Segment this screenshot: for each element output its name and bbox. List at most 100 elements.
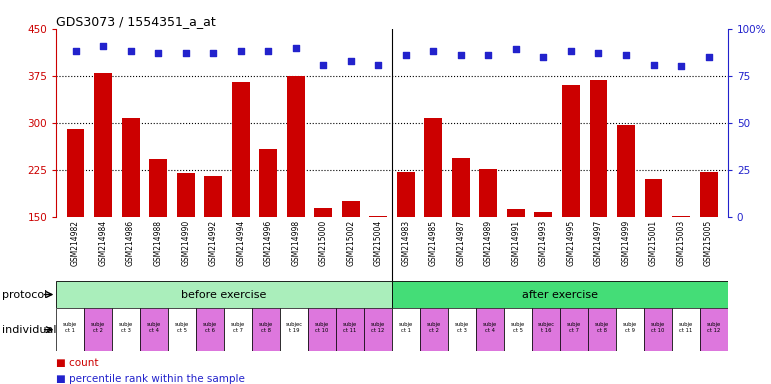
Text: GSM214991: GSM214991 [511, 220, 520, 266]
Bar [287, 76, 305, 311]
Point [372, 61, 385, 68]
Text: subje
ct 1: subje ct 1 [63, 322, 77, 333]
Bar [560, 308, 588, 351]
Text: GSM215002: GSM215002 [346, 220, 355, 266]
Text: GSM215003: GSM215003 [676, 220, 685, 266]
Bar [616, 308, 644, 351]
Text: GSM214983: GSM214983 [402, 220, 410, 266]
Text: subjec
t 16: subjec t 16 [537, 322, 554, 333]
Text: subje
ct 3: subje ct 3 [119, 322, 133, 333]
Text: subje
ct 7: subje ct 7 [231, 322, 245, 333]
Text: subje
ct 12: subje ct 12 [371, 322, 386, 333]
Text: subje
ct 7: subje ct 7 [567, 322, 581, 333]
Bar [534, 212, 552, 311]
Text: GSM214988: GSM214988 [153, 220, 163, 266]
Text: GSM214994: GSM214994 [236, 220, 245, 266]
Bar [232, 82, 250, 311]
Text: GSM214997: GSM214997 [594, 220, 603, 266]
Point [152, 50, 164, 56]
Text: after exercise: after exercise [522, 290, 598, 300]
Text: ■ percentile rank within the sample: ■ percentile rank within the sample [56, 374, 245, 384]
Text: GSM214999: GSM214999 [621, 220, 631, 266]
Bar [168, 308, 196, 351]
Point [180, 50, 192, 56]
Point [234, 48, 247, 55]
Text: GSM215005: GSM215005 [704, 220, 713, 266]
Bar [336, 308, 364, 351]
Bar [672, 216, 690, 311]
Point [455, 52, 467, 58]
Text: subje
ct 2: subje ct 2 [91, 322, 106, 333]
Text: subje
ct 3: subje ct 3 [455, 322, 469, 333]
Bar [94, 73, 112, 311]
Point [565, 48, 577, 55]
Bar [397, 172, 415, 311]
Text: GSM215004: GSM215004 [374, 220, 382, 266]
Bar [480, 169, 497, 311]
Text: subje
ct 4: subje ct 4 [147, 322, 161, 333]
Bar [448, 308, 476, 351]
Text: GSM214984: GSM214984 [99, 220, 108, 266]
Text: GSM214992: GSM214992 [209, 220, 217, 266]
Bar [252, 308, 280, 351]
Point [97, 43, 109, 49]
Text: subje
ct 8: subje ct 8 [259, 322, 273, 333]
Bar [280, 308, 308, 351]
Point [620, 52, 632, 58]
Point [648, 61, 660, 68]
Text: subje
ct 6: subje ct 6 [203, 322, 217, 333]
Text: subje
ct 5: subje ct 5 [511, 322, 525, 333]
Point [317, 61, 329, 68]
Point [345, 58, 357, 64]
Bar [122, 118, 140, 311]
Bar [452, 158, 470, 311]
Text: subje
ct 2: subje ct 2 [427, 322, 441, 333]
Bar [700, 308, 728, 351]
Bar [699, 172, 718, 311]
Point [124, 48, 136, 55]
Point [427, 48, 439, 55]
Bar [532, 308, 560, 351]
Bar [259, 149, 277, 311]
Bar [342, 201, 360, 311]
Bar [507, 209, 525, 311]
Point [537, 54, 550, 60]
Bar [84, 308, 113, 351]
Text: subje
ct 1: subje ct 1 [399, 322, 413, 333]
Bar [392, 281, 728, 308]
Bar [392, 308, 420, 351]
Bar [369, 216, 387, 311]
Bar [315, 208, 332, 311]
Bar [177, 173, 194, 311]
Bar [204, 176, 222, 311]
Bar [149, 159, 167, 311]
Bar [424, 118, 443, 311]
Point [399, 52, 412, 58]
Bar [590, 80, 608, 311]
Text: subje
ct 12: subje ct 12 [707, 322, 721, 333]
Text: subje
ct 11: subje ct 11 [678, 322, 693, 333]
Text: subje
ct 11: subje ct 11 [343, 322, 357, 333]
Text: GSM214982: GSM214982 [71, 220, 80, 266]
Bar [224, 308, 252, 351]
Point [290, 45, 302, 51]
Bar [140, 308, 168, 351]
Bar [644, 308, 672, 351]
Point [592, 50, 604, 56]
Bar [504, 308, 532, 351]
Bar [645, 179, 662, 311]
Text: GSM214989: GSM214989 [484, 220, 493, 266]
Bar [562, 85, 580, 311]
Text: subje
ct 10: subje ct 10 [651, 322, 665, 333]
Point [69, 48, 82, 55]
Point [675, 63, 687, 70]
Text: GSM215001: GSM215001 [649, 220, 658, 266]
Text: GSM215000: GSM215000 [318, 220, 328, 266]
Text: GSM214986: GSM214986 [126, 220, 135, 266]
Point [702, 54, 715, 60]
Text: subje
ct 4: subje ct 4 [483, 322, 497, 333]
Text: GSM214993: GSM214993 [539, 220, 548, 266]
Text: protocol: protocol [2, 290, 48, 300]
Text: individual: individual [2, 324, 57, 335]
Bar [66, 129, 85, 311]
